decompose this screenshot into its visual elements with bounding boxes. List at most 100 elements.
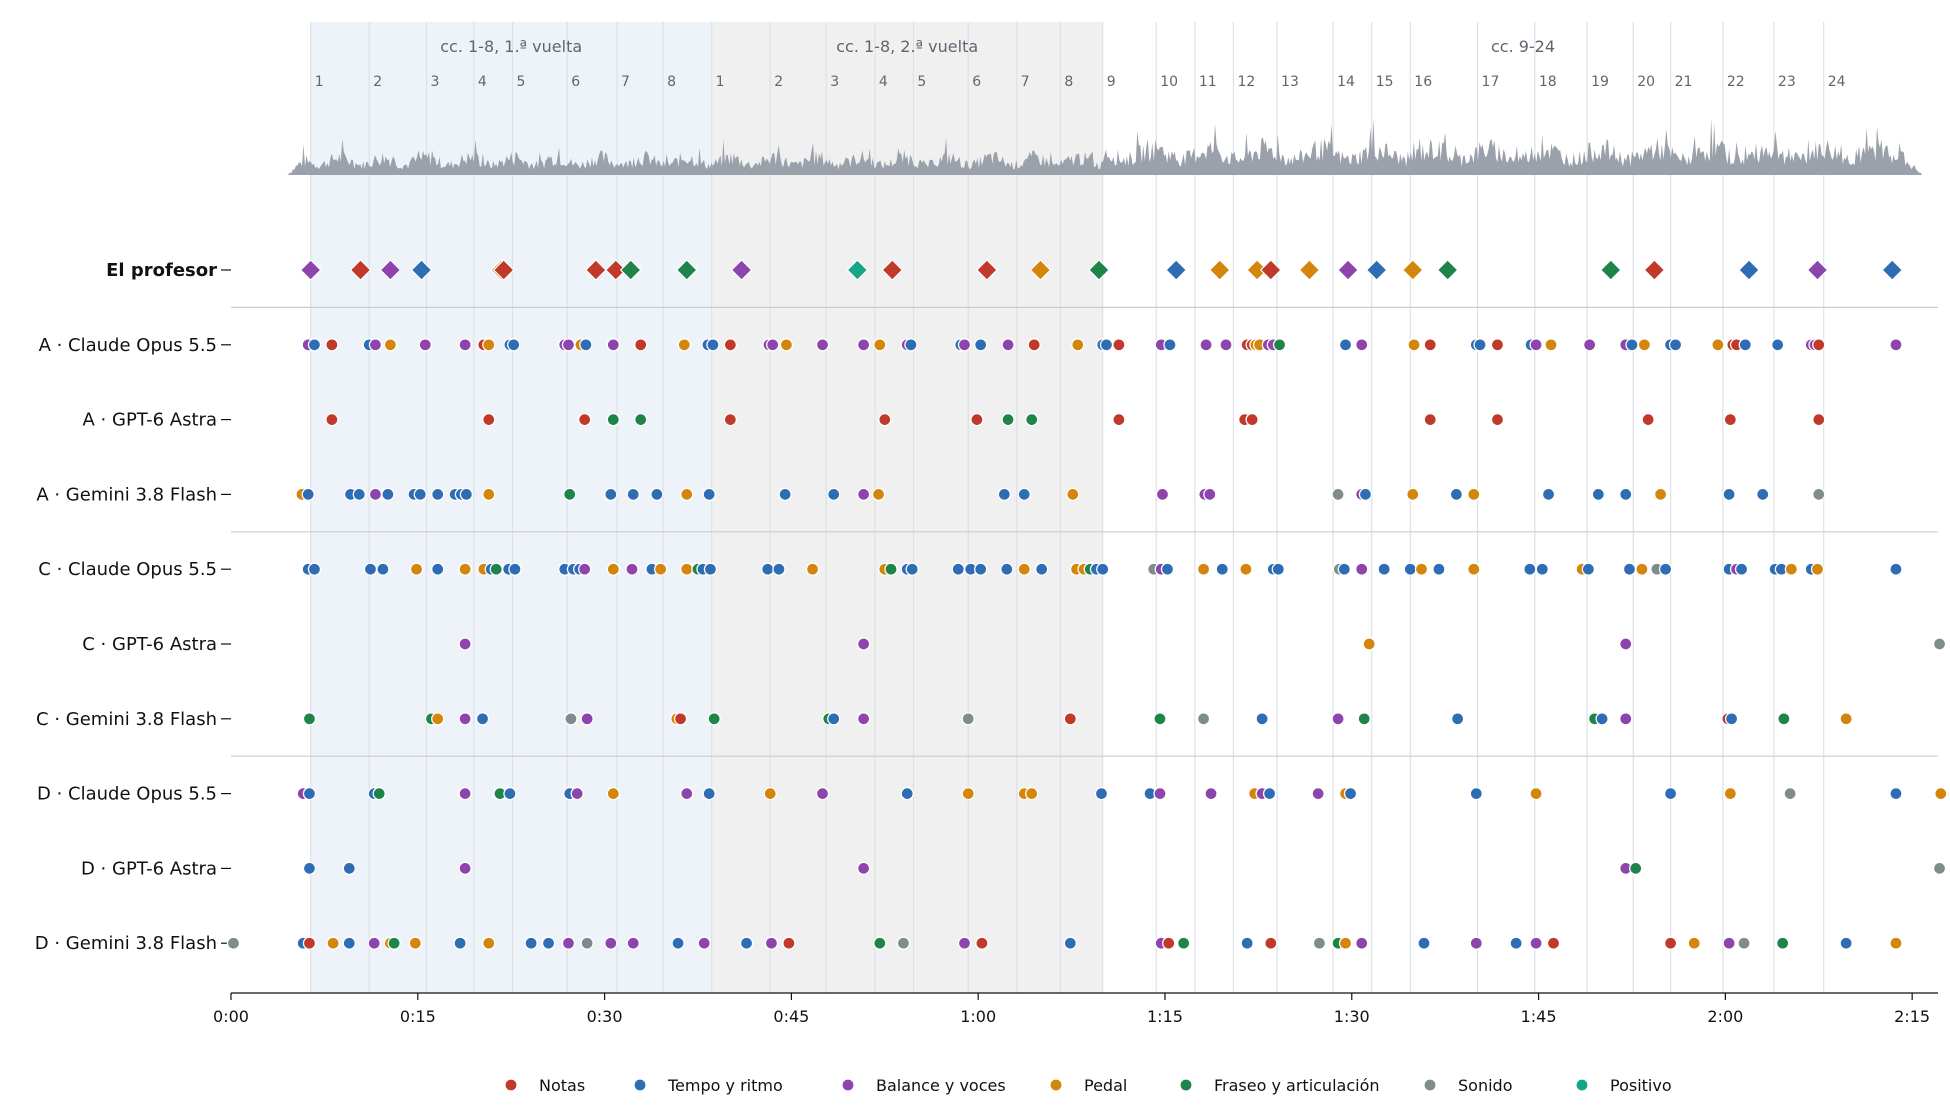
feedback-dot-pedal — [805, 562, 820, 576]
feedback-dot-notas — [1162, 936, 1176, 950]
feedback-dot-sonido — [896, 936, 911, 950]
feedback-diamond-fraseo — [1088, 259, 1110, 281]
feedback-dot-fraseo — [1001, 412, 1015, 427]
feedback-dot-tempo — [363, 562, 378, 576]
rows: El profesor A · Claude Opus 5.5 A · GPT-6 … — [35, 259, 1948, 954]
feedback-dot-balance — [458, 338, 472, 352]
feedback-dot-tempo — [342, 861, 356, 876]
legend-marker — [1049, 1078, 1063, 1092]
feedback-dot-pedal — [1196, 562, 1211, 576]
measure-label: 9 — [1107, 74, 1116, 90]
feedback-dot-tempo — [1096, 562, 1110, 576]
feedback-dot-pedal — [1635, 562, 1649, 576]
feedback-dot-pedal — [763, 786, 777, 801]
feedback-dot-sonido — [1932, 637, 1947, 651]
feedback-dot-tempo — [604, 487, 618, 502]
feedback-dot-notas — [482, 412, 496, 427]
measure-label: 4 — [879, 74, 888, 90]
feedback-dot-balance — [368, 338, 383, 352]
feedback-dot-notas — [325, 412, 339, 427]
legend-item: Positivo — [1575, 1076, 1672, 1095]
row-label: A · Gemini 3.8 Flash — [36, 484, 217, 505]
feedback-dot-tempo — [1035, 562, 1049, 576]
feedback-dot-pedal — [606, 562, 620, 576]
feedback-dot-tempo — [431, 562, 445, 576]
feedback-dot-balance — [1204, 786, 1218, 801]
feedback-dot-tempo — [1889, 786, 1903, 801]
feedback-dot-tempo — [1099, 338, 1114, 352]
feedback-diamond-notas — [881, 259, 904, 281]
legend-marker — [1423, 1078, 1437, 1092]
feedback-dot-tempo — [352, 487, 366, 502]
feedback-dot-tempo — [703, 562, 718, 576]
feedback-dot-balance — [856, 637, 871, 651]
measure-label: 19 — [1591, 74, 1609, 90]
feedback-dot-balance — [418, 338, 432, 352]
row: D · Gemini 3.8 Flash — [35, 933, 1903, 954]
feedback-dot-notas — [878, 412, 892, 427]
feedback-dot-fraseo — [707, 712, 721, 726]
legend-label: Fraseo y articulación — [1214, 1076, 1380, 1095]
feedback-dot-tempo — [997, 487, 1011, 502]
feedback-diamond-pedal — [1208, 259, 1231, 281]
measure-label: 3 — [830, 74, 839, 90]
feedback-dot-tempo — [579, 338, 593, 352]
feedback-dot-balance — [957, 338, 972, 352]
feedback-dot-tempo — [1756, 487, 1770, 502]
legend-item: Sonido — [1423, 1076, 1512, 1095]
measure-label: 15 — [1376, 74, 1394, 90]
feedback-dot-sonido — [1196, 712, 1211, 726]
feedback-dot-notas — [673, 712, 688, 726]
feedback-dot-tempo — [1377, 562, 1391, 576]
feedback-dot-tempo — [541, 936, 556, 950]
feedback-dot-balance — [1469, 936, 1483, 950]
feedback-diamond-positivo — [846, 259, 869, 281]
feedback-diamond-fraseo — [1436, 259, 1459, 281]
feedback-diamond-notas — [585, 259, 607, 281]
feedback-dot-pedal — [1239, 562, 1253, 576]
feedback-diamond-tempo — [1165, 259, 1188, 281]
feedback-dot-tempo — [827, 487, 841, 502]
feedback-dot-tempo — [1734, 562, 1749, 576]
feedback-diamond-fraseo — [675, 259, 698, 281]
feedback-dot-sonido — [961, 712, 975, 726]
feedback-dot-tempo — [1622, 562, 1637, 576]
feedback-dot-pedal — [1889, 936, 1903, 950]
feedback-dot-sonido — [580, 936, 594, 950]
feedback-dot-pedal — [1653, 487, 1668, 502]
legend-item: Pedal — [1049, 1076, 1127, 1095]
feedback-diamond-notas — [1643, 259, 1666, 281]
feedback-dot-notas — [302, 936, 317, 950]
feedback-dot-balance — [1355, 338, 1369, 352]
feedback-dot-balance — [815, 786, 830, 801]
feedback-dot-pedal — [326, 936, 340, 950]
feedback-dot-notas — [723, 338, 738, 352]
feedback-dot-balance — [1311, 786, 1325, 801]
legend-label: Pedal — [1084, 1076, 1127, 1095]
feedback-dot-tempo — [413, 487, 427, 502]
measure-label: 13 — [1281, 74, 1299, 90]
feedback-dot-pedal — [1066, 487, 1080, 502]
feedback-dot-balance — [680, 786, 694, 801]
feedback-dot-tempo — [1163, 338, 1177, 352]
feedback-dot-tempo — [1591, 487, 1605, 502]
region-band — [711, 22, 1103, 993]
feedback-dot-tempo — [1271, 562, 1285, 576]
feedback-dot-tempo — [827, 712, 841, 726]
feedback-dot-sonido — [1932, 861, 1947, 876]
feedback-dot-tempo — [524, 936, 538, 950]
feedback-dot-tempo — [650, 487, 664, 502]
feedback-dot-pedal — [1467, 562, 1481, 576]
feedback-dot-sonido — [1331, 487, 1345, 502]
feedback-dot-fraseo — [372, 786, 386, 801]
measure-label: 2 — [774, 74, 783, 90]
feedback-dot-tempo — [503, 786, 517, 801]
feedback-dot-balance — [1889, 338, 1903, 352]
x-tick-label: 2:15 — [1894, 1007, 1930, 1026]
feedback-dot-tempo — [302, 861, 317, 876]
measure-label: 8 — [1064, 74, 1073, 90]
row-label: D · Gemini 3.8 Flash — [35, 933, 217, 954]
feedback-dot-pedal — [431, 712, 445, 726]
row: A · GPT-6 Astra — [83, 410, 1826, 431]
